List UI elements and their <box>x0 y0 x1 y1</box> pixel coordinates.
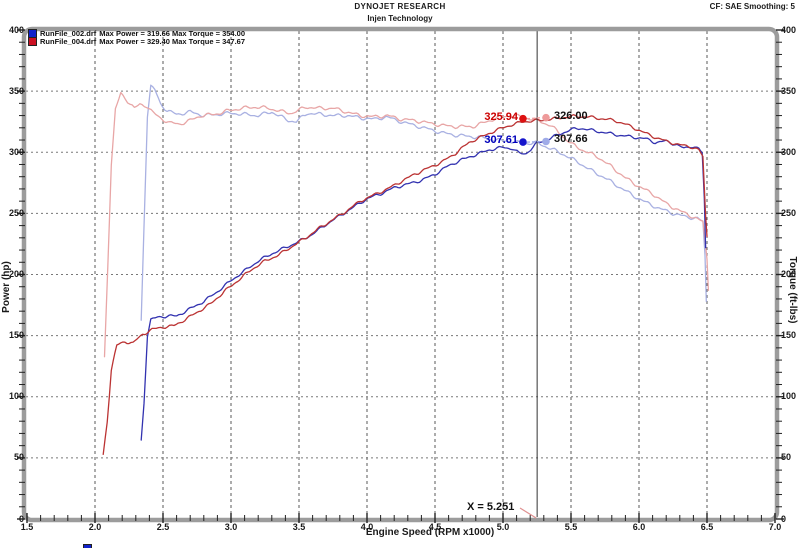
run004-max-power-label: Max Power = 329.40 <box>99 36 170 46</box>
run002-file-label: RunFile_002.drf <box>40 28 97 38</box>
readout-connector <box>526 140 543 143</box>
run004-color-swatch <box>28 36 37 46</box>
cursor-dot-2 <box>519 138 527 146</box>
legend-row-run004[interactable]: RunFile_004.drf Max Power = 329.40 Max T… <box>28 36 245 46</box>
x-tick-label: 5.0 <box>496 522 510 532</box>
run004-file-label: RunFile_004.drf <box>40 36 97 46</box>
y-tick-label-right: 100 <box>781 391 797 402</box>
cursor-dot-1 <box>542 113 550 122</box>
y-tick-label-right: 350 <box>781 85 797 96</box>
correction-smoothing-label: CF: SAE Smoothing: 5 <box>709 2 795 11</box>
curve-torque-run004 <box>103 91 710 358</box>
x-tick-label: 1.5 <box>20 522 34 532</box>
x-tick-label: 2.0 <box>88 522 102 532</box>
x-tick-label: 6.0 <box>632 522 646 532</box>
y-tick-label-left: 350 <box>8 85 24 96</box>
cursor-dot-3 <box>542 137 550 146</box>
x-tick-label: 6.5 <box>700 522 714 532</box>
y-tick-label-right: 50 <box>781 452 792 463</box>
cursor-readout-red-power: 325.94 <box>484 111 518 123</box>
y-tick-label-right: 150 <box>781 330 797 341</box>
operator-name: Injen Technology <box>367 14 433 23</box>
curve-power-run004 <box>102 114 708 456</box>
cursor-readout-blue-torque: 307.66 <box>554 133 588 145</box>
run002-max-power-label: Max Power = 319.66 <box>99 28 170 38</box>
x-tick-label: 4.0 <box>360 522 374 532</box>
y-tick-label-left: 150 <box>8 330 24 341</box>
cursor-readout-blue-power: 307.61 <box>484 134 518 146</box>
y-tick-label-left: 50 <box>13 452 24 463</box>
x-tick-label: 5.5 <box>564 522 578 532</box>
y-tick-label-left: 400 <box>8 24 24 35</box>
y-tick-label-right: 250 <box>781 207 797 218</box>
x-tick-label: 3.0 <box>224 522 238 532</box>
y-tick-label-right: 400 <box>781 24 797 35</box>
app-brand-title: DYNOJET RESEARCH <box>354 2 446 11</box>
run004-max-torque-label: Max Torque = 347.67 <box>172 36 246 46</box>
cursor-callout-line <box>519 507 537 519</box>
partial-legend-swatch-cutoff <box>83 544 92 548</box>
x-tick-label: 3.5 <box>292 522 306 532</box>
cursor-dot-0 <box>519 114 527 123</box>
curves-group <box>102 84 710 456</box>
x-tick-label: 7.0 <box>768 522 782 532</box>
y-tick-label-right: 0 <box>781 513 787 524</box>
y-axis-title-torque: Torque (ft-lbs) <box>787 256 798 324</box>
grid-group <box>26 31 775 517</box>
y-tick-label-left: 100 <box>8 391 24 402</box>
cursor-x-value-label: X = 5.251 <box>467 501 515 513</box>
x-tick-label: 4.5 <box>428 522 442 532</box>
cursor-readout-red-torque: 326.00 <box>554 110 588 122</box>
y-tick-label-right: 300 <box>781 146 797 157</box>
y-tick-label-left: 200 <box>8 269 24 279</box>
y-tick-label-right: 200 <box>781 269 797 279</box>
x-tick-label: 2.5 <box>156 522 170 532</box>
y-tick-label-left: 300 <box>8 146 24 157</box>
curve-torque-run002 <box>140 84 707 321</box>
run002-max-torque-label: Max Torque = 354.00 <box>172 28 246 38</box>
ticks-group <box>17 29 784 523</box>
x-axis-title: Engine Speed (RPM x1000) <box>365 527 495 538</box>
y-tick-label-left: 250 <box>8 207 24 218</box>
readout-connector <box>526 117 543 120</box>
curve-power-run002 <box>140 127 707 441</box>
y-tick-label-left: 0 <box>18 513 24 524</box>
